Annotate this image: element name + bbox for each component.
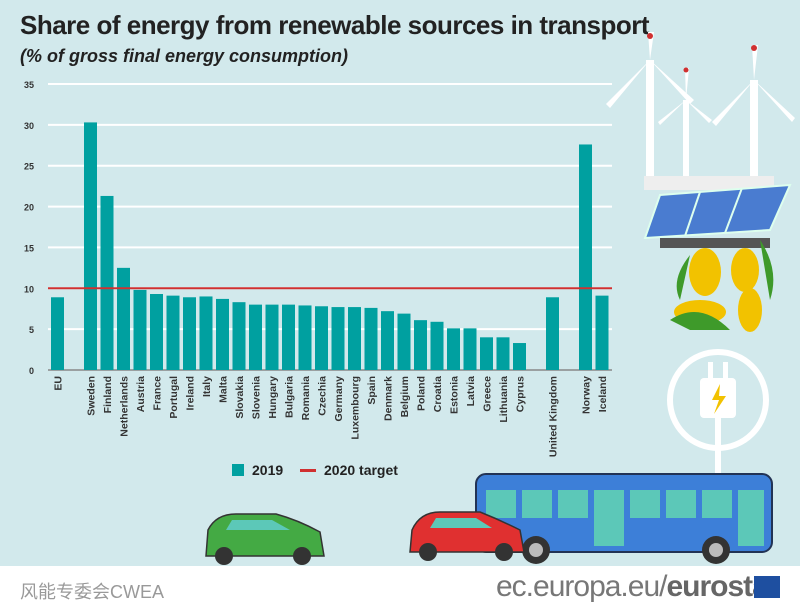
- corn-icon: [670, 240, 774, 332]
- bar-belgium: [397, 313, 411, 370]
- x-tick-label: Slovakia: [234, 376, 246, 419]
- y-tick-label: 15: [24, 243, 34, 253]
- x-tick-label: Germany: [333, 376, 345, 422]
- legend-item-target: 2020 target: [300, 462, 398, 478]
- x-tick-label: Sweden: [86, 376, 98, 416]
- bar-greece: [480, 337, 493, 370]
- x-tick-label: France: [152, 376, 164, 411]
- bar-spain: [364, 307, 378, 370]
- bar-czechia: [315, 306, 328, 370]
- x-tick-label: Norway: [581, 376, 593, 414]
- bar-malta: [216, 298, 229, 370]
- bar-croatia: [430, 321, 444, 370]
- bar-chart: 0 5 10 15 20 25 30 35 EU Sweden Finland Netherlands…: [24, 80, 612, 457]
- url-plain: ec.europa.eu/: [496, 570, 667, 603]
- bar-hungary: [265, 304, 279, 370]
- x-tick-label: Italy: [201, 376, 213, 397]
- x-tick-label: Belgium: [399, 376, 411, 417]
- legend-label-target: 2020 target: [324, 462, 398, 478]
- chart-title: Share of energy from renewable sources i…: [20, 10, 650, 40]
- y-tick-label: 30: [24, 121, 34, 131]
- x-tick-label: Spain: [366, 376, 378, 405]
- x-tick-label: Slovenia: [251, 376, 263, 419]
- bar-latvia: [463, 328, 477, 370]
- x-tick-label: EU: [53, 376, 65, 391]
- x-tick-label: Poland: [416, 376, 428, 411]
- x-tick-label: Ireland: [185, 376, 197, 410]
- bar-denmark: [381, 311, 394, 370]
- chart-subtitle: (% of gross final energy consumption): [20, 46, 349, 66]
- eu-flag-icon: [754, 576, 780, 598]
- bar-iceland: [595, 295, 609, 370]
- bar-slovakia: [232, 302, 246, 370]
- x-tick-label: Malta: [218, 376, 230, 403]
- watermark: 风能专委会CWEA: [20, 582, 164, 602]
- bar-cyprus: [513, 343, 526, 370]
- bar-poland: [414, 320, 427, 370]
- green-car-icon: [205, 513, 325, 565]
- legend-label-2019: 2019: [252, 462, 284, 478]
- y-tick-label: 35: [24, 80, 34, 90]
- bar-germany: [331, 307, 345, 370]
- x-tick-label: Estonia: [449, 376, 461, 414]
- x-tick-label: Netherlands: [119, 376, 131, 437]
- x-tick-label: Finland: [102, 376, 114, 413]
- legend-item-2019: 2019: [232, 462, 283, 478]
- bar-portugal: [166, 295, 180, 370]
- bar-lithuania: [496, 337, 510, 370]
- bar-estonia: [447, 328, 460, 370]
- y-tick-label: 5: [29, 325, 34, 335]
- bar-france: [150, 294, 163, 370]
- x-tick-label: Portugal: [168, 376, 180, 419]
- legend-swatch-bar: [232, 464, 244, 476]
- x-tick-label: Lithuania: [498, 376, 510, 423]
- bar-luxembourg: [348, 307, 361, 370]
- eurostat-link[interactable]: ec.europa.eu/eurostat: [496, 570, 778, 604]
- wind-turbines-icon: [606, 32, 795, 190]
- bar-ireland: [183, 297, 196, 370]
- y-tick-label: 25: [24, 162, 34, 172]
- x-tick-label: Croatia: [432, 376, 444, 412]
- bar-romania: [298, 305, 312, 370]
- bar-austria: [133, 289, 147, 370]
- bus-icon: [475, 473, 773, 564]
- x-tick-label: Iceland: [597, 376, 609, 412]
- solar-panels-icon: [643, 183, 792, 248]
- x-tick-label: Hungary: [267, 376, 279, 419]
- bar-eu: [51, 297, 64, 370]
- x-tick-label: Latvia: [465, 376, 477, 407]
- bar-norway: [579, 144, 592, 370]
- bar-italy: [199, 296, 213, 370]
- x-tick-label: United Kingdom: [548, 376, 560, 457]
- red-car-icon: [409, 511, 525, 561]
- bar-finland: [100, 195, 114, 370]
- x-tick-label: Denmark: [383, 376, 395, 421]
- electric-plug-icon: [667, 349, 769, 476]
- x-tick-label: Romania: [300, 376, 312, 421]
- bar-bulgaria: [282, 304, 295, 370]
- y-tick-label: 0: [29, 366, 34, 376]
- x-tick-label: Greece: [482, 376, 494, 412]
- x-tick-label: Czechia: [317, 376, 329, 416]
- bar-slovenia: [249, 304, 262, 370]
- y-tick-label: 10: [24, 284, 34, 294]
- bar-netherlands: [117, 267, 130, 370]
- x-tick-label: Cyprus: [515, 376, 527, 412]
- bar-sweden: [84, 122, 97, 370]
- legend-swatch-line: [300, 468, 316, 472]
- x-tick-label: Austria: [135, 376, 147, 412]
- x-tick-label: Luxembourg: [350, 376, 362, 440]
- y-tick-label: 20: [24, 203, 34, 213]
- bar-united-kingdom: [546, 297, 559, 370]
- x-tick-label: Bulgaria: [284, 376, 296, 418]
- footer: [0, 566, 800, 608]
